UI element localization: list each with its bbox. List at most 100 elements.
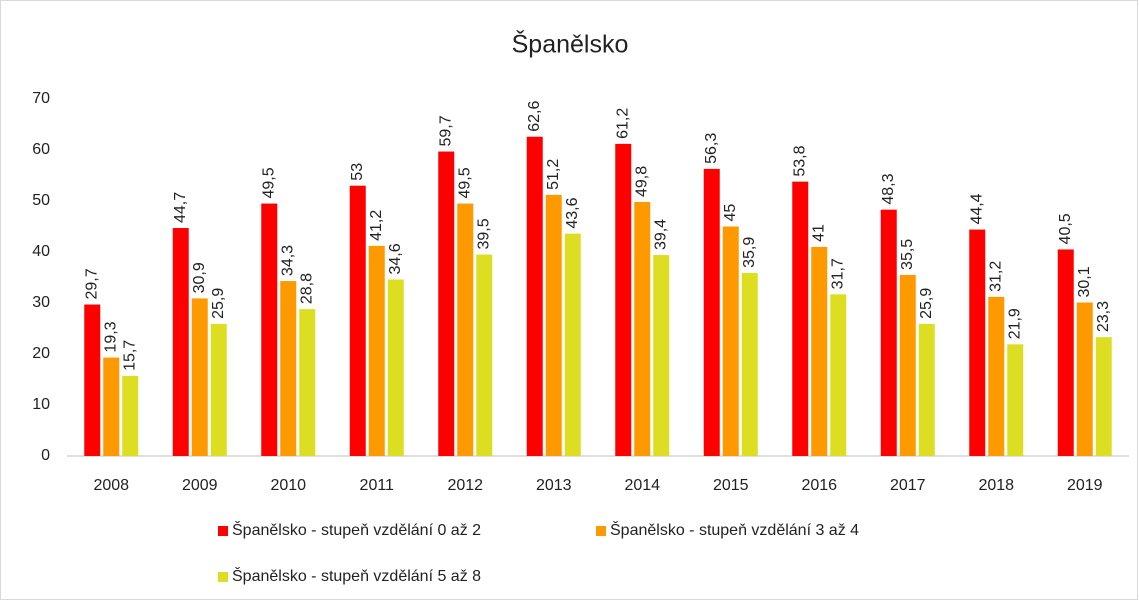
data-label: 34,3 (279, 245, 296, 276)
data-label: 30,1 (1076, 266, 1093, 297)
y-tick-label: 20 (32, 345, 50, 362)
bar (526, 136, 543, 457)
x-tick-label: 2008 (93, 477, 129, 494)
data-label: 31,7 (829, 258, 846, 289)
legend-swatch (218, 526, 228, 536)
bar (368, 245, 385, 456)
y-tick-label: 50 (32, 192, 50, 209)
x-tick-label: 2011 (360, 477, 395, 494)
bar (280, 281, 297, 456)
bar (1095, 337, 1112, 456)
data-label: 31,2 (987, 261, 1004, 292)
y-tick-label: 0 (41, 447, 50, 464)
bar (653, 255, 670, 456)
bar (988, 296, 1005, 456)
data-label: 45 (722, 204, 739, 222)
data-label: 53,8 (791, 145, 808, 176)
x-tick-label: 2012 (447, 477, 483, 494)
data-label: 61,2 (614, 108, 631, 139)
bar (634, 202, 651, 456)
data-label: 41 (810, 224, 827, 242)
bar (457, 203, 474, 456)
data-label: 48,3 (880, 173, 897, 204)
data-label: 35,5 (899, 239, 916, 270)
y-tick-label: 60 (32, 141, 50, 158)
bar (811, 246, 828, 456)
bar (1057, 249, 1074, 456)
bar (191, 298, 208, 456)
legend-swatch (218, 572, 228, 582)
data-label: 43,6 (564, 197, 581, 228)
y-tick-label: 30 (32, 294, 50, 311)
bar (84, 304, 101, 456)
data-label: 34,6 (387, 243, 404, 274)
legend-label: Španělsko - stupeň vzdělání 0 až 2 (232, 520, 481, 539)
bar (545, 194, 562, 456)
data-label: 39,4 (652, 219, 669, 250)
x-tick-label: 2018 (978, 477, 1014, 494)
bar (122, 375, 139, 456)
x-tick-label: 2009 (182, 477, 218, 494)
bar (830, 294, 847, 456)
bar (476, 254, 493, 456)
bar (969, 229, 986, 456)
bar (615, 143, 632, 456)
data-label: 40,5 (1057, 213, 1074, 244)
bar (438, 151, 455, 456)
bar (899, 274, 916, 456)
data-label: 49,5 (260, 167, 277, 198)
y-tick-label: 40 (32, 243, 50, 260)
x-tick-label: 2015 (713, 477, 749, 494)
bar (1007, 344, 1024, 456)
data-label: 29,7 (83, 268, 100, 299)
bar (880, 209, 897, 456)
bar (103, 357, 120, 456)
bar (918, 323, 935, 456)
bar (792, 181, 809, 456)
data-label: 41,2 (368, 210, 385, 241)
data-label: 15,7 (121, 340, 138, 371)
data-label: 23,3 (1095, 301, 1112, 332)
data-label: 62,6 (526, 100, 543, 131)
data-label: 44,7 (172, 192, 189, 223)
data-label: 53 (349, 163, 366, 181)
data-label: 49,8 (633, 166, 650, 197)
data-label: 35,9 (741, 237, 758, 268)
bar (387, 279, 404, 456)
data-label: 30,9 (191, 262, 208, 293)
x-tick-label: 2013 (536, 477, 572, 494)
data-label: 56,3 (703, 133, 720, 164)
legend-label: Španělsko - stupeň vzdělání 5 až 8 (232, 566, 481, 585)
bar (349, 185, 366, 456)
x-tick-label: 2019 (1067, 477, 1103, 494)
x-tick-label: 2010 (270, 477, 306, 494)
data-label: 21,9 (1006, 308, 1023, 339)
chart-title: Španělsko (512, 30, 629, 59)
data-label: 39,5 (475, 218, 492, 249)
data-label: 59,7 (437, 115, 454, 146)
bar (1076, 302, 1093, 456)
data-label: 49,5 (456, 167, 473, 198)
x-tick-label: 2016 (801, 477, 837, 494)
bar (741, 272, 758, 456)
legend-swatch (596, 526, 606, 536)
y-tick-label: 10 (32, 396, 50, 413)
data-label: 51,2 (545, 159, 562, 190)
bar (564, 233, 581, 456)
bar (703, 168, 720, 456)
bar (299, 309, 316, 456)
data-label: 25,9 (210, 288, 227, 319)
bar (172, 228, 189, 456)
data-label: 25,9 (918, 288, 935, 319)
data-label: 44,4 (968, 193, 985, 224)
data-label: 19,3 (102, 321, 119, 352)
data-label: 28,8 (298, 273, 315, 304)
bar (722, 226, 739, 456)
y-tick-label: 70 (32, 90, 50, 107)
bar (210, 323, 227, 456)
legend-label: Španělsko - stupeň vzdělání 3 až 4 (610, 520, 859, 539)
x-tick-label: 2017 (890, 477, 926, 494)
x-tick-label: 2014 (624, 477, 660, 494)
bar (261, 203, 278, 456)
